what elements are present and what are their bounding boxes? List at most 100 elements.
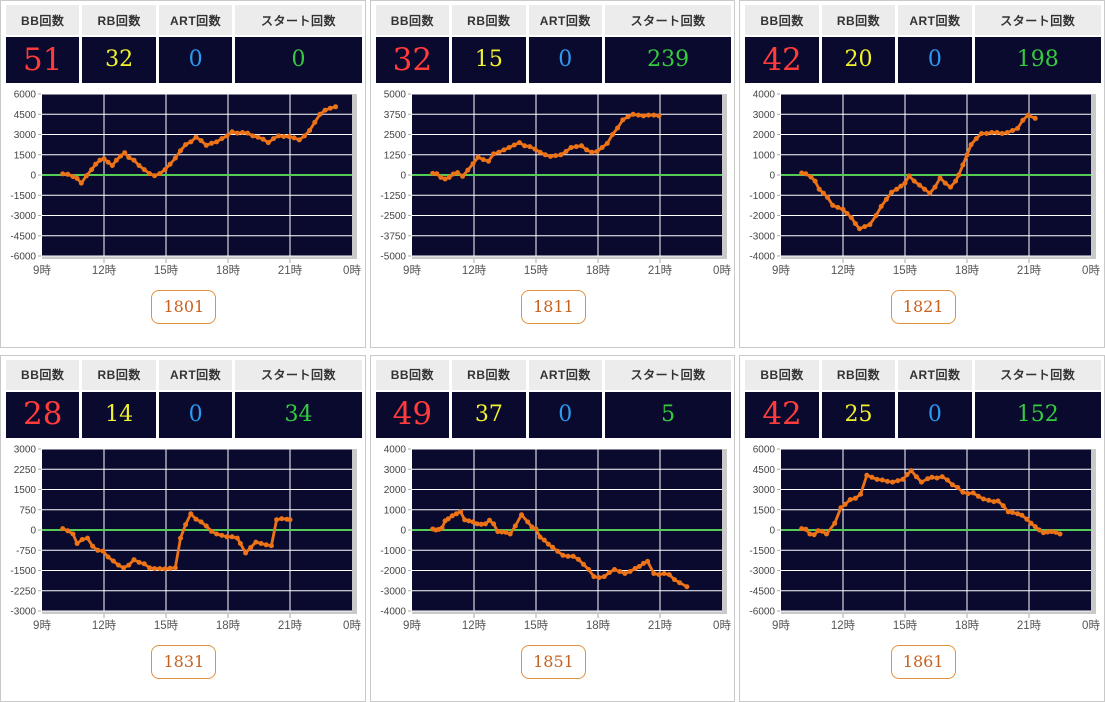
stats-values-row: 51 32 0 0 [6,37,362,83]
svg-text:-1500: -1500 [10,566,36,577]
art-count-value: 0 [158,391,233,438]
header-rb-count: RB回数 [821,5,896,35]
machine-number-row: 1801 [6,290,362,324]
svg-text:3750: 3750 [383,110,406,121]
svg-text:12時: 12時 [831,619,856,632]
data-points [429,111,662,182]
rb-count-value: 15 [452,37,526,83]
svg-text:9時: 9時 [33,264,51,277]
svg-text:-1000: -1000 [750,191,776,202]
rb-count-value: 25 [821,391,896,438]
series-line [61,511,292,570]
plot-bottom-wall [411,256,722,259]
start-count-value: 239 [605,37,732,83]
start-count-value: 0 [235,37,362,83]
machine-panel: BB回数 RB回数 ART回数 スタート回数 42 25 0 152 6000 4… [739,354,1105,702]
svg-text:9時: 9時 [403,619,421,632]
data-points [60,104,338,186]
header-start-count: スタート回数 [974,5,1101,35]
svg-text:0: 0 [400,525,406,536]
svg-text:12時: 12時 [462,619,487,632]
plot-right-wall [1091,94,1097,259]
rb-count-value: 14 [82,391,156,438]
svg-text:21時: 21時 [278,264,303,277]
header-rb-count: RB回数 [82,5,156,35]
svg-text:21時: 21時 [648,619,673,632]
svg-text:2250: 2250 [14,464,37,475]
svg-text:21時: 21時 [1017,264,1042,277]
bb-count-value: 42 [745,37,819,83]
svg-text:12時: 12時 [831,264,856,277]
svg-text:1000: 1000 [383,505,406,516]
svg-text:4500: 4500 [14,110,37,121]
svg-text:18時: 18時 [955,264,980,277]
svg-text:1000: 1000 [753,150,776,161]
plot-right-wall [1091,448,1097,614]
svg-text:1250: 1250 [383,150,406,161]
header-art-count: ART回数 [898,359,972,390]
x-axis-labels: 9時 12時 15時 18時 21時 0時 [772,619,1100,632]
stats-header-row: BB回数 RB回数 ART回数 スタート回数 [6,359,362,390]
svg-text:-3000: -3000 [380,586,406,597]
art-count-value: 0 [898,37,972,83]
svg-text:-2500: -2500 [380,211,406,222]
bb-count-value: 42 [745,391,819,438]
machine-number-button[interactable]: 1851 [521,644,586,679]
svg-text:1500: 1500 [753,505,776,516]
header-rb-count: RB回数 [82,359,156,390]
header-rb-count: RB回数 [821,359,896,390]
svg-text:15時: 15時 [154,264,179,277]
stats-table: BB回数 RB回数 ART回数 スタート回数 42 20 0 198 [745,5,1101,83]
header-art-count: ART回数 [898,5,972,35]
start-count-value: 198 [974,37,1101,83]
svg-text:15時: 15時 [524,619,549,632]
svg-text:-5000: -5000 [380,252,406,263]
svg-text:0時: 0時 [1082,264,1100,277]
svg-text:4000: 4000 [753,90,776,101]
y-axis-labels: 3000 2250 1500 750 0 -750 -1500 -2250 -3000 [10,444,41,617]
art-count-value: 0 [528,37,603,83]
svg-text:2500: 2500 [383,130,406,141]
header-art-count: ART回数 [528,5,603,35]
svg-text:12時: 12時 [92,264,117,277]
header-bb-count: BB回数 [745,5,819,35]
rb-count-value: 32 [82,37,156,83]
svg-text:-3000: -3000 [10,606,36,617]
svg-text:750: 750 [19,505,36,516]
svg-text:4000: 4000 [383,444,406,455]
machine-number-button[interactable]: 1861 [890,644,956,679]
svg-text:-750: -750 [16,545,36,556]
svg-text:0時: 0時 [343,619,361,632]
x-axis-labels: 9時 12時 15時 18時 21時 0時 [403,264,731,277]
machine-panel: BB回数 RB回数 ART回数 スタート回数 42 20 0 198 4000 3… [739,0,1105,348]
start-count-value: 152 [974,391,1101,438]
bb-count-value: 32 [375,37,450,83]
svg-text:-2000: -2000 [750,211,776,222]
machine-number-button[interactable]: 1801 [151,290,217,324]
machine-number-row: 1821 [745,290,1101,324]
bb-count-value: 49 [375,391,450,438]
header-bb-count: BB回数 [375,359,450,390]
svg-text:2000: 2000 [753,130,776,141]
machine-number-button[interactable]: 1831 [151,644,217,679]
svg-text:0: 0 [30,525,36,536]
stats-values-row: 28 14 0 34 [6,391,362,438]
machine-number-button[interactable]: 1821 [890,290,956,324]
svg-text:2000: 2000 [383,485,406,496]
header-rb-count: RB回数 [452,5,526,35]
svg-text:-3000: -3000 [10,211,36,222]
y-axis-labels: 6000 4500 3000 1500 0 -1500 -3000 -4500 -6000 [10,90,41,263]
bb-count-value: 51 [6,37,80,83]
svg-text:1500: 1500 [14,150,37,161]
header-start-count: スタート回数 [605,359,732,390]
svg-text:3000: 3000 [753,485,776,496]
start-count-value: 34 [235,391,362,438]
x-axis-labels: 9時 12時 15時 18時 21時 0時 [403,619,731,632]
machine-number-button[interactable]: 1811 [521,290,586,324]
y-axis-labels: 6000 4500 3000 1500 0 -1500 -3000 -4500 -6000 [750,444,781,617]
stats-values-row: 32 15 0 239 [375,37,732,83]
svg-text:-6000: -6000 [750,606,776,617]
svg-text:0: 0 [30,171,36,182]
